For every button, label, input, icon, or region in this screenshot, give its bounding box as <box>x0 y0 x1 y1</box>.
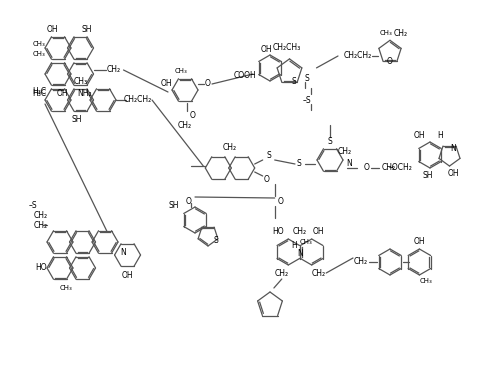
Text: CH₂CH₂: CH₂CH₂ <box>344 51 372 61</box>
Text: O: O <box>387 57 393 66</box>
Text: CH₂CH₂: CH₂CH₂ <box>124 96 152 104</box>
Text: OH: OH <box>447 169 459 177</box>
Text: OH: OH <box>122 272 133 280</box>
Text: S: S <box>327 137 332 146</box>
Text: S: S <box>297 160 302 169</box>
Text: CH₃: CH₃ <box>60 285 73 291</box>
Text: CH₂CH₃: CH₂CH₃ <box>273 42 301 51</box>
Text: –S: –S <box>29 200 37 210</box>
Text: CH₃: CH₃ <box>300 239 312 245</box>
Text: H₃C: H₃C <box>32 89 46 99</box>
Text: OH: OH <box>414 131 426 139</box>
Text: O: O <box>264 176 270 184</box>
Text: S: S <box>304 74 309 83</box>
Text: HO: HO <box>272 227 284 237</box>
Text: CH₃: CH₃ <box>420 278 432 284</box>
Text: SH: SH <box>423 170 433 180</box>
Text: CH₂: CH₂ <box>275 269 289 277</box>
Text: OH: OH <box>414 238 425 246</box>
Text: OH: OH <box>312 227 324 237</box>
Text: CH₃: CH₃ <box>33 41 45 47</box>
Text: S: S <box>266 151 271 161</box>
Text: SH: SH <box>71 115 82 123</box>
Text: O: O <box>278 197 284 207</box>
Text: CH₂: CH₂ <box>106 65 121 74</box>
Text: NH₂: NH₂ <box>77 88 92 97</box>
Text: O: O <box>205 80 211 88</box>
Text: N: N <box>120 248 126 257</box>
Text: O: O <box>190 111 196 119</box>
Text: S: S <box>213 236 218 245</box>
Text: N: N <box>346 160 352 169</box>
Text: SH: SH <box>81 24 92 34</box>
Text: H: H <box>438 131 443 139</box>
Text: N: N <box>450 144 456 153</box>
Text: CH₃: CH₃ <box>175 68 187 74</box>
Text: N: N <box>297 250 303 258</box>
Text: OH: OH <box>260 45 272 54</box>
Text: COOH: COOH <box>234 72 256 81</box>
Text: CH₂: CH₂ <box>34 211 48 219</box>
Text: CH₃: CH₃ <box>74 77 87 85</box>
Text: OH: OH <box>46 24 58 34</box>
Text: CH₂: CH₂ <box>178 120 192 130</box>
Text: CH₂: CH₂ <box>293 227 307 237</box>
Text: OH: OH <box>160 80 172 88</box>
Text: CH₃: CH₃ <box>33 51 45 57</box>
Text: H: H <box>291 242 297 250</box>
Text: CH₂: CH₂ <box>223 143 237 153</box>
Text: CH₂: CH₂ <box>34 220 48 230</box>
Text: CH₂: CH₂ <box>354 257 368 266</box>
Text: –OCH₂: –OCH₂ <box>389 164 413 173</box>
Text: O: O <box>364 164 370 173</box>
Text: –S: –S <box>302 96 311 105</box>
Text: CH₂: CH₂ <box>393 28 407 38</box>
Text: O: O <box>185 196 191 205</box>
Text: S: S <box>291 77 296 85</box>
Text: CH₂: CH₂ <box>382 164 396 173</box>
Text: CH₃: CH₃ <box>380 30 392 36</box>
Text: HO: HO <box>35 264 47 273</box>
Text: CH₂: CH₂ <box>338 147 352 157</box>
Text: H₃C: H₃C <box>32 87 46 96</box>
Text: SH: SH <box>169 200 179 210</box>
Text: CH₂: CH₂ <box>311 269 325 277</box>
Text: OH: OH <box>56 88 68 97</box>
